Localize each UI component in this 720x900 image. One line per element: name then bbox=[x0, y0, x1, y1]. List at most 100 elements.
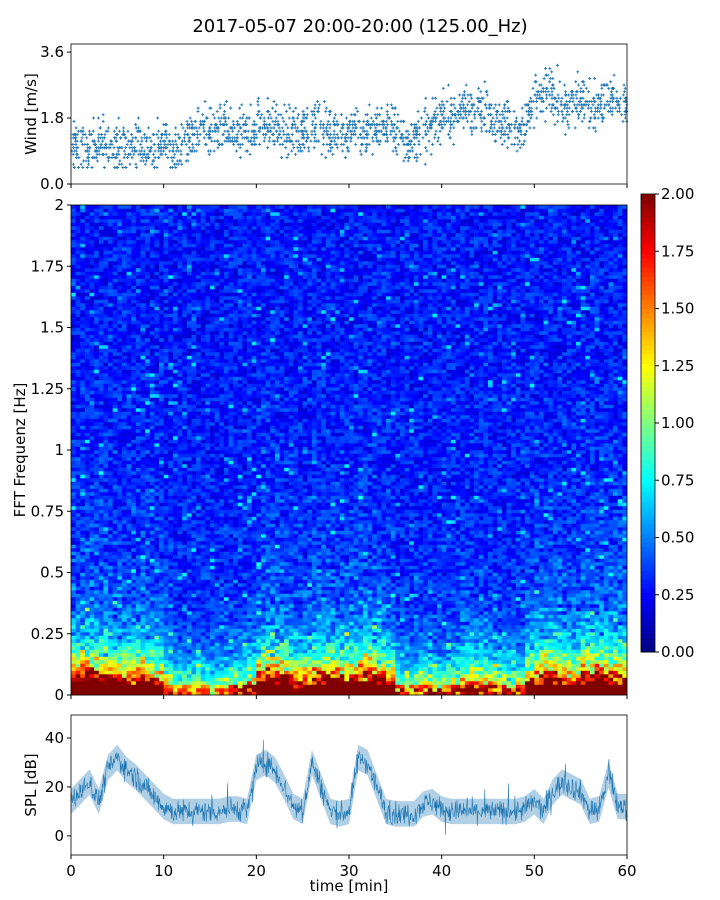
heatmap-cell bbox=[159, 523, 164, 528]
wind-point bbox=[97, 149, 101, 153]
wind-point bbox=[365, 136, 369, 140]
heatmap-cell bbox=[140, 317, 146, 321]
wind-point bbox=[282, 103, 286, 107]
heatmap-cell bbox=[117, 464, 123, 468]
heatmap-cell bbox=[75, 257, 81, 262]
heatmap-cell bbox=[126, 373, 132, 377]
heatmap-cell bbox=[71, 338, 76, 342]
heatmap-cell bbox=[108, 614, 113, 619]
heatmap-cell bbox=[94, 240, 100, 244]
heatmap-cell bbox=[84, 646, 90, 650]
heatmap-cell bbox=[103, 464, 109, 468]
wind-point bbox=[252, 133, 256, 137]
heatmap-cell bbox=[71, 415, 76, 419]
heatmap-cell bbox=[80, 478, 86, 482]
heatmap-cell bbox=[126, 425, 132, 430]
heatmap-cell bbox=[154, 282, 160, 286]
heatmap-cell bbox=[131, 646, 137, 650]
heatmap-cell bbox=[98, 341, 104, 346]
heatmap-cell bbox=[126, 205, 132, 209]
heatmap-cell bbox=[94, 530, 100, 535]
heatmap-cell bbox=[154, 534, 160, 538]
heatmap-cell bbox=[84, 415, 90, 419]
heatmap-cell bbox=[108, 572, 113, 577]
heatmap-cell bbox=[98, 257, 104, 262]
wind-point bbox=[314, 123, 318, 127]
heatmap-cell bbox=[135, 516, 141, 521]
heatmap-cell bbox=[89, 625, 95, 629]
wind-point bbox=[331, 136, 335, 140]
heatmap-cell bbox=[98, 236, 104, 241]
heatmap-cell bbox=[89, 632, 95, 636]
heatmap-cell bbox=[80, 530, 86, 535]
heatmap-cell bbox=[80, 597, 86, 601]
heatmap-cell bbox=[135, 576, 141, 580]
heatmap-cell bbox=[75, 520, 81, 524]
wind-point bbox=[544, 93, 548, 97]
heatmap-cell bbox=[159, 464, 164, 468]
heatmap-cell bbox=[89, 443, 95, 447]
heatmap-cell bbox=[75, 506, 81, 510]
heatmap-cell bbox=[163, 614, 169, 619]
heatmap-cell bbox=[135, 660, 141, 664]
wind-point bbox=[484, 129, 488, 133]
wind-point bbox=[543, 67, 547, 71]
heatmap-cell bbox=[131, 425, 137, 430]
heatmap-cell bbox=[126, 257, 132, 262]
heatmap-cell bbox=[112, 250, 118, 255]
heatmap-cell bbox=[145, 387, 151, 391]
wind-point bbox=[104, 152, 108, 156]
heatmap-cell bbox=[154, 429, 160, 433]
heatmap-cell bbox=[80, 607, 86, 612]
heatmap-cell bbox=[145, 408, 151, 412]
heatmap-cell bbox=[103, 667, 109, 671]
heatmap-cell bbox=[149, 527, 155, 531]
heatmap-cell bbox=[80, 506, 86, 510]
heatmap-cell bbox=[112, 607, 118, 612]
heatmap-cell bbox=[121, 380, 127, 384]
heatmap-cell bbox=[75, 670, 81, 675]
wind-point bbox=[273, 139, 277, 143]
heatmap-cell bbox=[112, 243, 118, 248]
heatmap-cell bbox=[108, 411, 113, 416]
heatmap-cell bbox=[172, 625, 178, 629]
heatmap-cell bbox=[168, 226, 174, 230]
heatmap-cell bbox=[98, 397, 104, 402]
heatmap-cell bbox=[131, 429, 137, 433]
heatmap-cell bbox=[145, 562, 151, 566]
wind-point bbox=[599, 100, 603, 104]
heatmap-cell bbox=[75, 590, 81, 594]
heatmap-cell bbox=[75, 359, 81, 363]
heatmap-cell bbox=[89, 684, 95, 689]
wind-point bbox=[518, 139, 522, 143]
heatmap-cell bbox=[84, 506, 90, 510]
heatmap-cell bbox=[154, 296, 160, 300]
heatmap-cell bbox=[126, 254, 132, 258]
heatmap-cell bbox=[112, 572, 118, 577]
heatmap-cell bbox=[149, 656, 155, 661]
heatmap-cell bbox=[84, 471, 90, 475]
heatmap-cell bbox=[163, 292, 169, 297]
heatmap-cell bbox=[84, 653, 90, 657]
heatmap-cell bbox=[89, 600, 95, 605]
heatmap-cell bbox=[163, 481, 169, 486]
heatmap-cell bbox=[112, 555, 118, 559]
heatmap-cell bbox=[149, 373, 155, 377]
heatmap-cell bbox=[154, 408, 160, 412]
wind-point bbox=[207, 152, 211, 156]
heatmap-cell bbox=[135, 646, 141, 650]
heatmap-cell bbox=[172, 674, 178, 678]
heatmap-cell bbox=[103, 576, 109, 580]
heatmap-cell bbox=[159, 285, 164, 290]
heatmap-cell bbox=[108, 474, 113, 479]
heatmap-cell bbox=[154, 621, 160, 626]
heatmap-cell bbox=[80, 397, 86, 402]
heatmap-cell bbox=[80, 380, 86, 384]
heatmap-cell bbox=[71, 453, 76, 458]
heatmap-cell bbox=[149, 355, 155, 360]
heatmap-cell bbox=[112, 355, 118, 360]
heatmap-cell bbox=[168, 261, 174, 265]
heatmap-cell bbox=[154, 488, 160, 493]
heatmap-cell bbox=[71, 268, 76, 272]
heatmap-cell bbox=[163, 247, 169, 251]
